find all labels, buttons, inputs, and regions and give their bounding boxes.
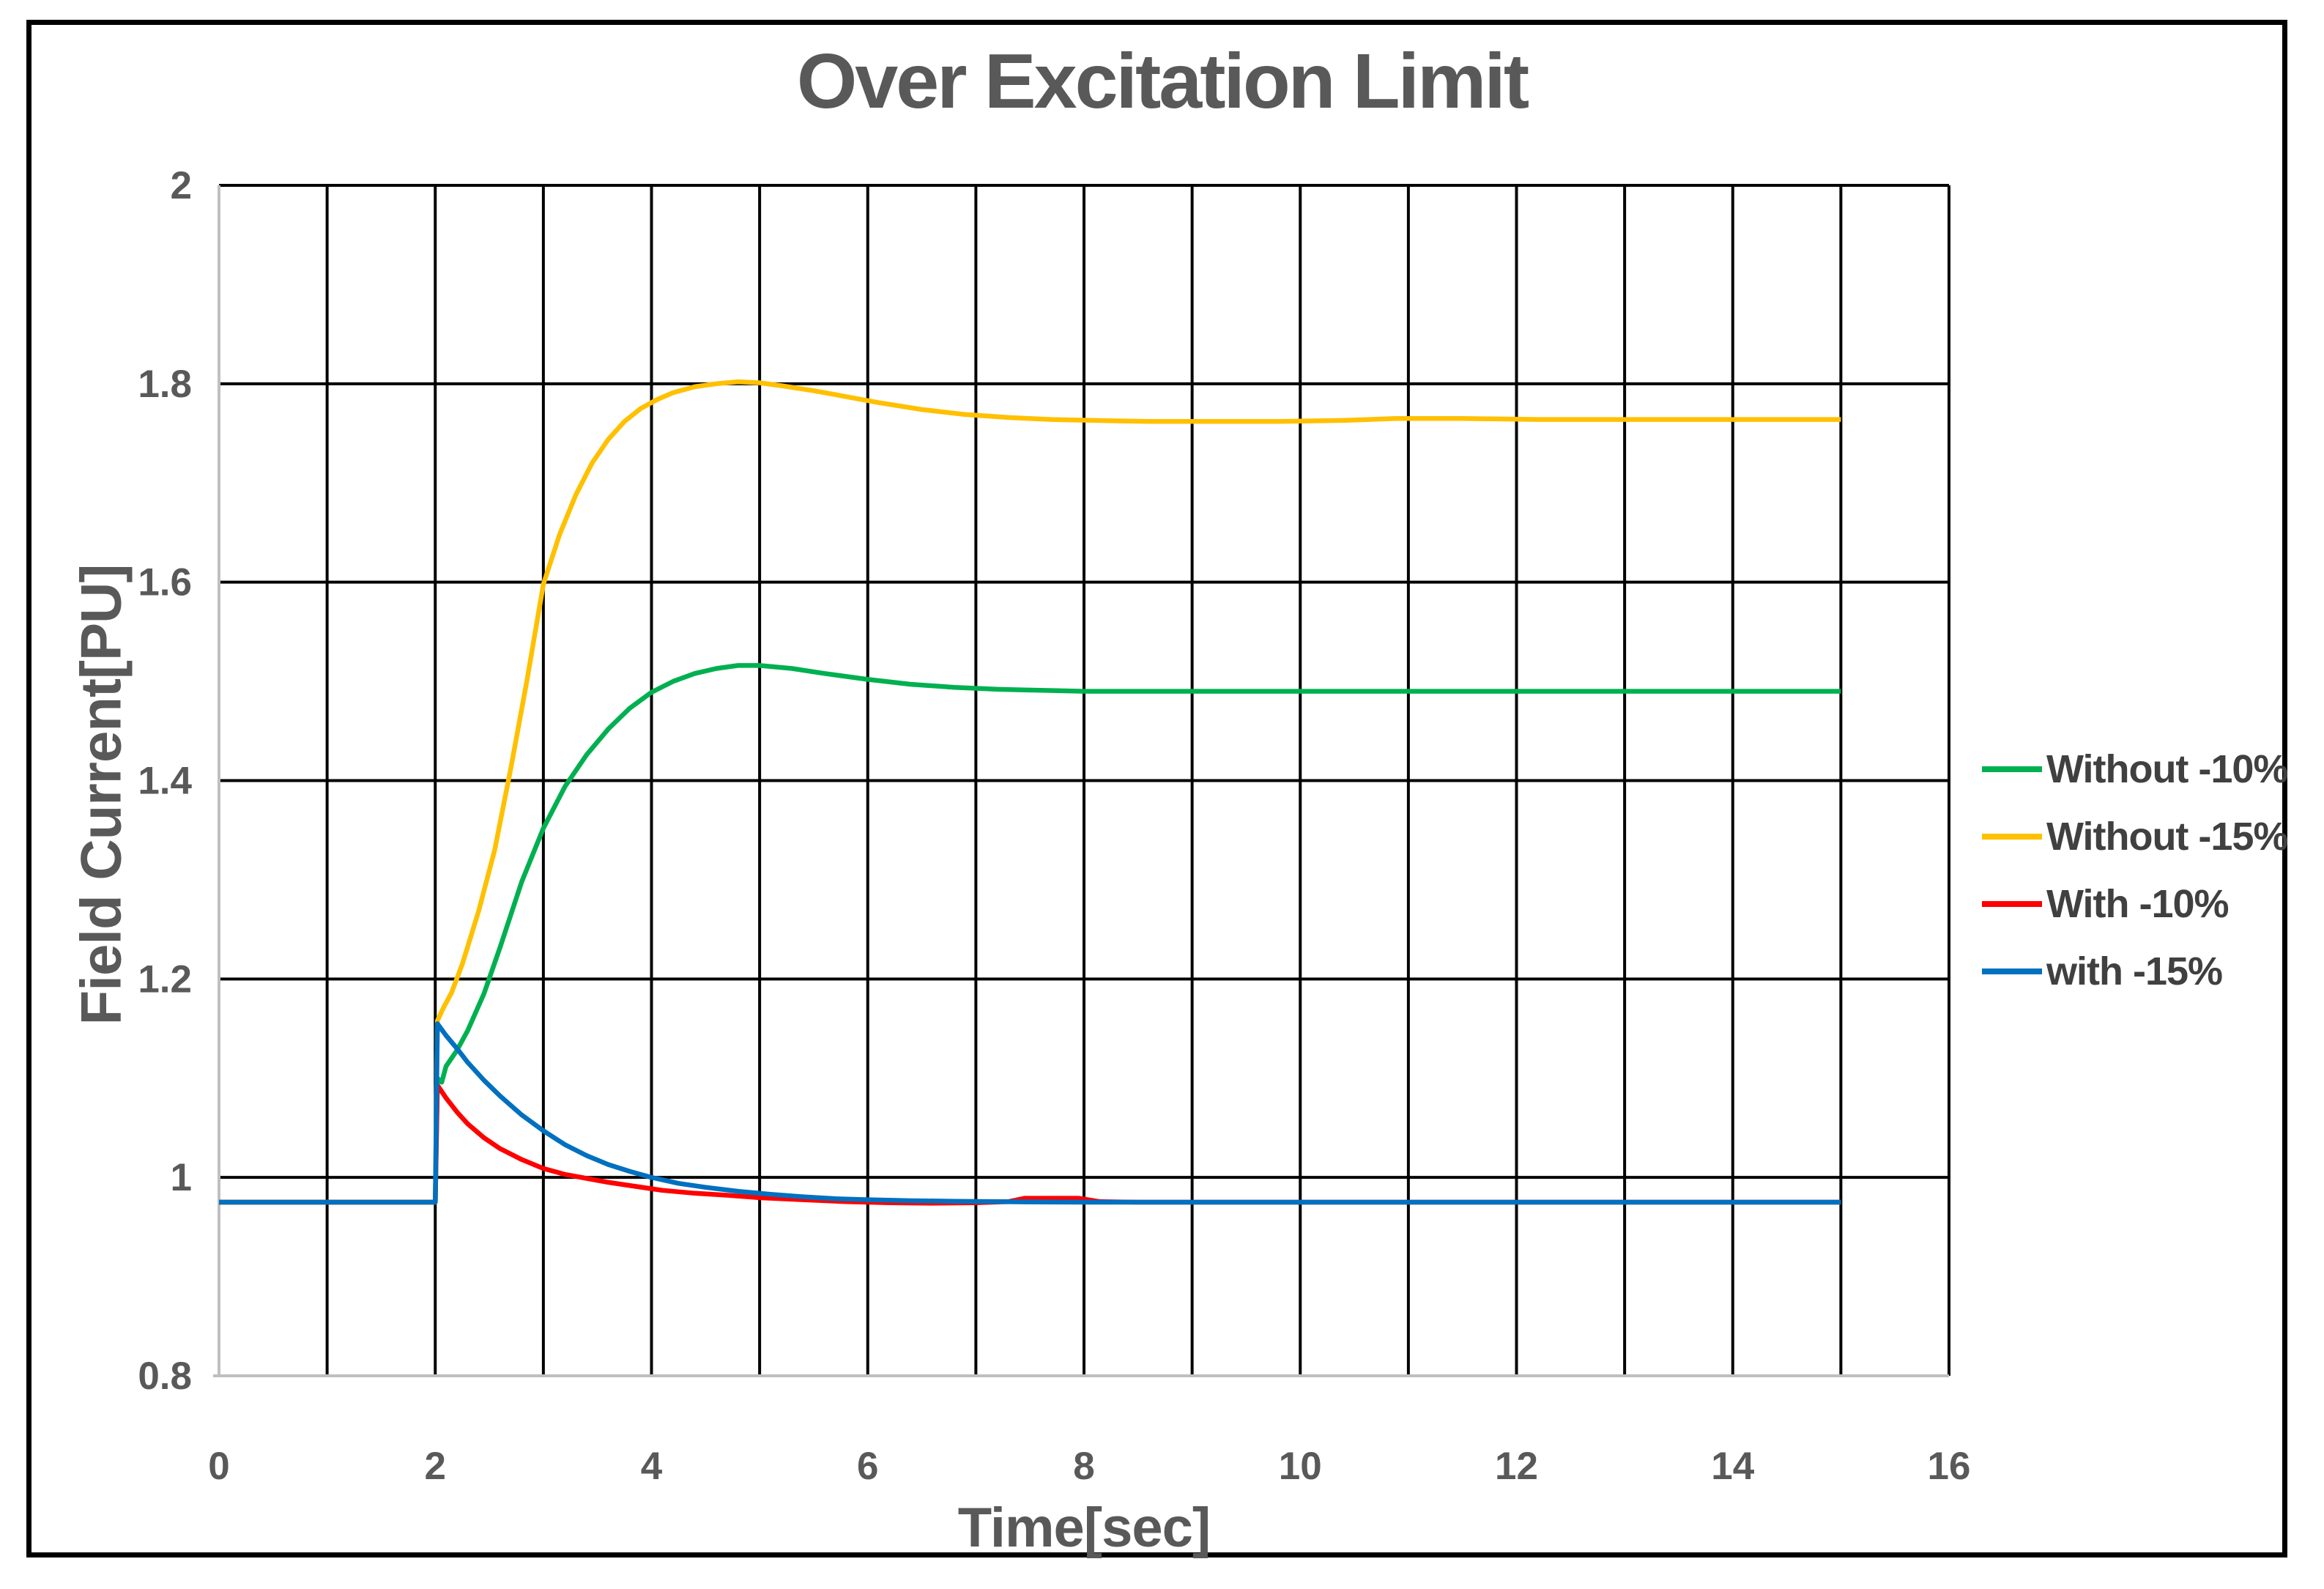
page-border (26, 20, 2287, 1557)
legend-label: Without -15% (2046, 815, 2288, 859)
x-tick-label: 2 (425, 1445, 446, 1488)
chart-title: Over Excitation Limit (796, 38, 1529, 125)
x-tick-label: 6 (857, 1445, 878, 1488)
x-tick-label: 10 (1279, 1445, 1322, 1488)
legend-item: Without -15% (1982, 803, 2288, 870)
x-tick-label: 0 (208, 1445, 229, 1488)
x-tick-label: 12 (1495, 1445, 1538, 1488)
legend-line-swatch (1982, 968, 2042, 974)
series-line-with-10- (219, 1082, 1841, 1206)
legend-label: With -10% (2046, 882, 2230, 926)
legend-item: Without -10% (1982, 736, 2288, 803)
legend-line-swatch (1982, 766, 2042, 772)
x-tick-label: 14 (1711, 1445, 1754, 1488)
legend-item: with -15% (1982, 938, 2287, 1005)
legend-line-swatch (1982, 834, 2042, 840)
legend-line-swatch (1982, 901, 2042, 907)
y-tick-label: 1 (171, 1156, 192, 1199)
legend-label: with -15% (2046, 949, 2223, 993)
y-tick-label: 0.8 (138, 1355, 192, 1398)
y-tick-label: 1.6 (138, 561, 192, 604)
series-line-without-10- (219, 663, 1841, 1205)
legend-item: With -10% (1982, 870, 2287, 938)
y-axis-title: Field Current[PU] (68, 564, 133, 1026)
y-tick-label: 2 (171, 164, 192, 207)
legend: Without -10% Without -15% With -10% with -1… (1982, 736, 2288, 1005)
series-line-without-15- (219, 379, 1841, 1205)
x-tick-label: 8 (1073, 1445, 1094, 1488)
series-line-with-15- (219, 1021, 1841, 1205)
legend-label: Without -10% (2046, 747, 2288, 791)
x-tick-label: 4 (641, 1445, 663, 1488)
y-tick-label: 1.4 (138, 760, 192, 803)
y-tick-label: 1.2 (138, 958, 192, 1001)
x-tick-label: 16 (1928, 1445, 1971, 1488)
x-axis-title: Time[sec] (957, 1497, 1211, 1559)
y-tick-label: 1.8 (138, 363, 192, 406)
